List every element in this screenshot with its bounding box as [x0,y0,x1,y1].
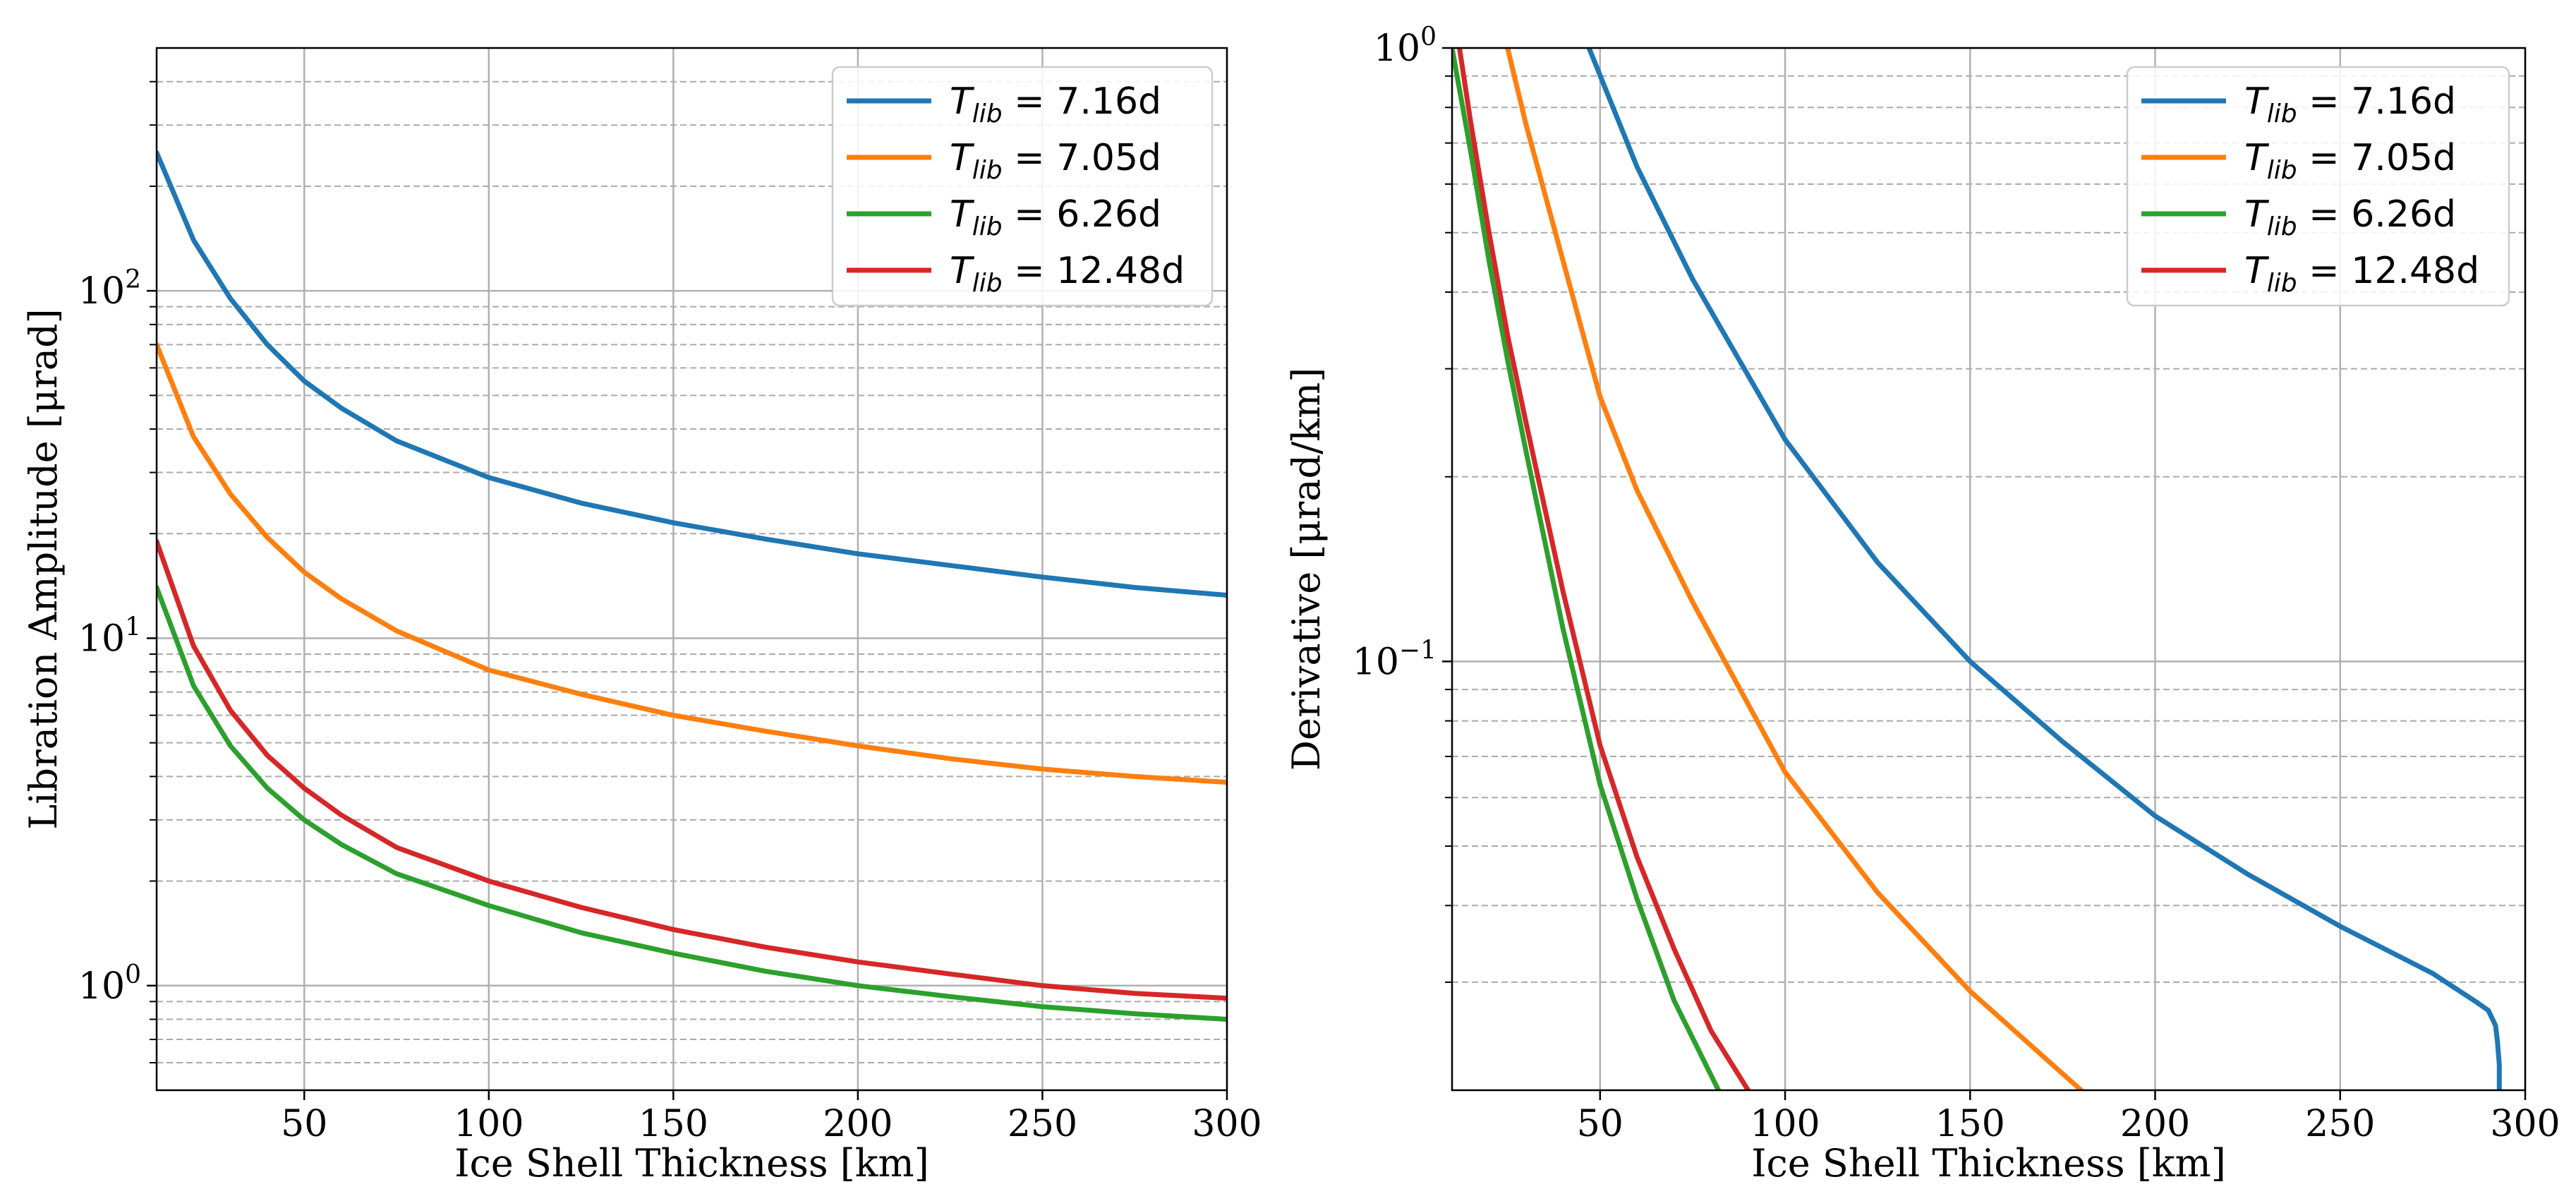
y-axis-label: Libration Amplitude [μrad] [21,308,66,829]
y-axis-label: Derivative [μrad/km] [1284,368,1329,771]
series-line-6.26d [157,585,1227,1022]
legend-value: = 7.05d [2297,137,2456,179]
legend-entry: Tlib = 7.16d [950,80,1161,128]
legend-entry: Tlib = 7.05d [950,137,1161,185]
legend-subscript-lib: lib [2267,156,2297,185]
legend-box [2126,66,2510,307]
tick-label-x: 300 [2490,1103,2560,1145]
tick-label-y-base: 10 [78,617,125,660]
plot-frame [155,47,1228,1092]
legend-symbol-T: T [2244,193,2270,236]
tick-label-y-base: 10 [1353,641,1399,683]
tick-label-y-exponent: 1 [125,612,141,641]
legend-entry: Tlib = 12.48d [2244,250,2479,298]
legend-entry: Tlib = 7.16d [2244,80,2456,128]
series-group [1452,48,2502,1090]
legend-subscript-lib: lib [972,269,1003,298]
tick-label-y-exponent: −1 [1399,636,1437,665]
series-line-6.26d [1452,48,1722,1090]
tick-label-x: 200 [2120,1103,2190,1145]
tick-label-x: 150 [639,1103,708,1145]
tick-label-y: 102 [78,265,141,313]
tick-label-x: 50 [281,1103,327,1145]
tick-label-y-base: 10 [1374,28,1420,70]
tick-label-x: 250 [2305,1103,2375,1145]
legend-symbol-T: T [2244,137,2270,179]
legend-subscript-lib: lib [972,99,1003,128]
legend-symbol-T: T [950,80,975,123]
legend-box [831,66,1214,307]
legend-subscript-lib: lib [972,212,1003,241]
series-line-7.16d [157,150,1227,598]
legend-value: = 6.26d [2297,193,2456,236]
tick-label-y-exponent: 0 [125,960,141,989]
tick-label-y-exponent: 0 [1420,23,1437,52]
series-line-7.16d [1586,48,2502,1090]
series-line-12.48d [1457,48,1751,1090]
legend-symbol-T: T [2244,80,2270,123]
series-line-7.05d [1505,48,2084,1090]
legend-subscript-lib: lib [972,156,1003,185]
tick-label-y: 101 [78,612,141,660]
plot-frame [1451,47,2527,1092]
series-line-12.48d [157,538,1227,1001]
x-axis-label: Ice Shell Thickness [km] [1751,1141,2226,1185]
legend-subscript-lib: lib [2267,99,2297,128]
legend-symbol-T: T [950,250,975,292]
legend-entry: Tlib = 6.26d [950,193,1161,241]
tick-label-x: 100 [454,1103,524,1145]
legend-entry: Tlib = 12.48d [950,250,1185,298]
tick-label-x: 200 [823,1103,893,1145]
legend-value: = 7.16d [2297,80,2456,123]
legend-subscript-lib: lib [2267,212,2297,241]
tick-label-x: 50 [1577,1103,1623,1145]
tick-label-y: 100 [78,960,141,1008]
legend-entry: Tlib = 6.26d [2244,193,2456,241]
legend-value: = 12.48d [1003,250,1185,292]
x-axis-label: Ice Shell Thickness [km] [454,1141,929,1185]
series-line-7.05d [157,342,1227,785]
tick-label-x: 250 [1008,1103,1077,1145]
tick-label-x: 100 [1750,1103,1820,1145]
tick-label-y-base: 10 [78,270,125,313]
legend-value: = 6.26d [1003,193,1161,236]
legend-value: = 12.48d [2297,250,2480,292]
tick-label-y-exponent: 2 [125,265,141,294]
legend-value: = 7.16d [1003,80,1161,123]
legend-value: = 7.05d [1003,137,1161,179]
tick-label-x: 150 [1935,1103,2005,1145]
legend-entry: Tlib = 7.05d [2244,137,2456,185]
tick-label-y: 10−1 [1353,636,1437,683]
series-group [157,150,1227,1022]
tick-label-y-base: 10 [78,965,125,1008]
legend-subscript-lib: lib [2267,269,2297,298]
legend-symbol-T: T [950,193,975,236]
tick-label-y: 100 [1374,23,1437,70]
legend-symbol-T: T [950,137,975,179]
tick-label-x: 300 [1192,1103,1262,1145]
legend-symbol-T: T [2244,250,2270,292]
